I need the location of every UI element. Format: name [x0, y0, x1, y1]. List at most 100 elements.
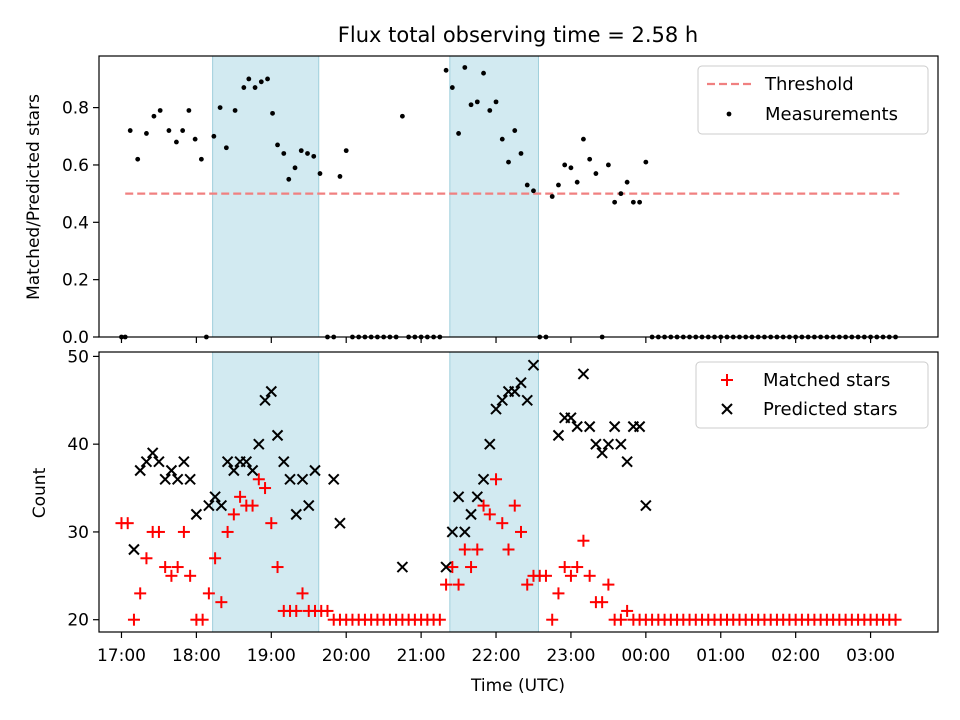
measurement-point — [612, 199, 618, 205]
predicted-star-point — [278, 456, 290, 468]
predicted-star-point — [583, 420, 596, 433]
predicted-star-point — [515, 377, 527, 389]
predicted-star-point — [296, 473, 309, 485]
x-axis-label: Time (UTC) — [470, 676, 565, 696]
predicted-star-point — [608, 420, 621, 433]
predicted-star-point — [140, 456, 153, 468]
matched-star-point — [209, 552, 222, 565]
y-tick-label: 30 — [67, 523, 89, 543]
predicted-star-point — [615, 438, 627, 450]
measurement-point — [512, 128, 518, 133]
predicted-star-point — [246, 464, 259, 477]
measurement-point — [462, 65, 468, 70]
measurement-point — [531, 188, 536, 194]
predicted-star-point — [590, 438, 602, 450]
matched-star-point — [583, 569, 596, 582]
predicted-star-point — [596, 447, 608, 459]
predicted-star-point — [440, 561, 452, 573]
measurement-point — [198, 156, 204, 162]
measurement-point — [487, 108, 493, 113]
matched-star-point — [215, 596, 228, 609]
measurement-point — [562, 162, 568, 168]
predicted-star-point — [134, 464, 146, 477]
measurement-point — [223, 145, 229, 151]
legend-measurements-swatch — [726, 111, 732, 117]
matched-star-point — [440, 578, 453, 591]
matched-star-point — [433, 613, 446, 626]
x-tick-label: 18:00 — [172, 646, 221, 666]
observing-window-shade — [449, 55, 539, 338]
measurement-point — [593, 171, 599, 176]
measurement-point — [493, 99, 499, 105]
matched-star-point — [571, 561, 584, 574]
legend-predicted-swatch — [721, 403, 733, 415]
measurement-point — [144, 131, 149, 136]
measurement-point — [587, 156, 593, 162]
chart-title: Flux total observing time = 2.58 h — [338, 23, 698, 47]
matched-star-point — [221, 525, 234, 538]
measurement-point — [192, 136, 198, 142]
y-tick-label: 0.2 — [62, 271, 89, 291]
measurement-point — [556, 182, 561, 188]
predicted-star-point — [521, 394, 533, 406]
predicted-star-point — [290, 508, 302, 521]
measurement-point — [286, 176, 292, 182]
measurement-point — [499, 136, 505, 142]
predicted-star-point — [240, 456, 253, 468]
x-tick-label: 03:00 — [846, 646, 895, 666]
matched-star-point — [539, 569, 552, 582]
measurement-point — [281, 151, 287, 156]
observing-window-shade — [212, 55, 320, 338]
measurement-point — [630, 199, 636, 205]
measurement-point — [399, 113, 405, 119]
predicted-star-point — [571, 420, 583, 433]
measurement-point — [166, 128, 172, 133]
predicted-star-point — [471, 491, 484, 503]
matched-star-point — [196, 613, 209, 626]
matched-star-point — [577, 534, 590, 547]
x-tick-label: 20:00 — [322, 646, 371, 666]
matched-star-point — [490, 473, 503, 486]
legend-matched-label: Matched stars — [763, 370, 890, 391]
matched-star-point — [621, 604, 634, 617]
matched-star-point — [271, 561, 284, 574]
measurement-point — [549, 194, 555, 199]
measurement-point — [270, 110, 275, 116]
matched-star-point — [514, 525, 527, 538]
top-panel: Flux total observing time = 2.58 h 0.0 0.… — [24, 23, 939, 348]
predicted-star-point — [253, 438, 265, 450]
x-tick-label: 23:00 — [546, 646, 595, 666]
predicted-star-point — [259, 394, 271, 406]
predicted-star-point — [452, 491, 465, 503]
predicted-star-point — [271, 429, 284, 442]
y-tick-label: 0.6 — [62, 156, 89, 176]
matched-star-point — [602, 578, 615, 591]
y-tick-label: 40 — [67, 435, 89, 455]
predicted-star-point — [509, 385, 521, 398]
matched-star-point — [227, 508, 240, 521]
measurement-point — [574, 179, 580, 185]
matched-star-point — [184, 569, 197, 582]
matched-star-point — [159, 561, 172, 574]
predicted-star-point — [496, 394, 508, 406]
matched-star-point — [165, 569, 178, 582]
measurement-point — [474, 99, 480, 105]
legend-predicted-label: Predicted stars — [763, 399, 897, 420]
matched-star-point — [246, 499, 259, 512]
bottom-panel: 20 30 40 50 17:00 18:00 19:00 20:00 21:00 22:00 2… — [30, 347, 939, 696]
predicted-star-point — [477, 473, 490, 485]
y-tick-label: 50 — [67, 347, 89, 367]
predicted-star-point — [184, 473, 196, 485]
measurement-point — [275, 142, 280, 148]
measurement-point — [292, 165, 298, 171]
matched-star-point — [134, 587, 147, 600]
predicted-star-point — [328, 473, 340, 485]
matched-star-point — [614, 613, 627, 626]
predicted-star-point — [159, 473, 171, 485]
predicted-star-point — [190, 508, 203, 521]
matched-star-point — [296, 587, 309, 600]
measurement-point — [174, 139, 179, 145]
top-plot-frame — [98, 55, 939, 338]
x-tick-label: 21:00 — [397, 646, 446, 666]
measurement-point — [337, 174, 343, 179]
